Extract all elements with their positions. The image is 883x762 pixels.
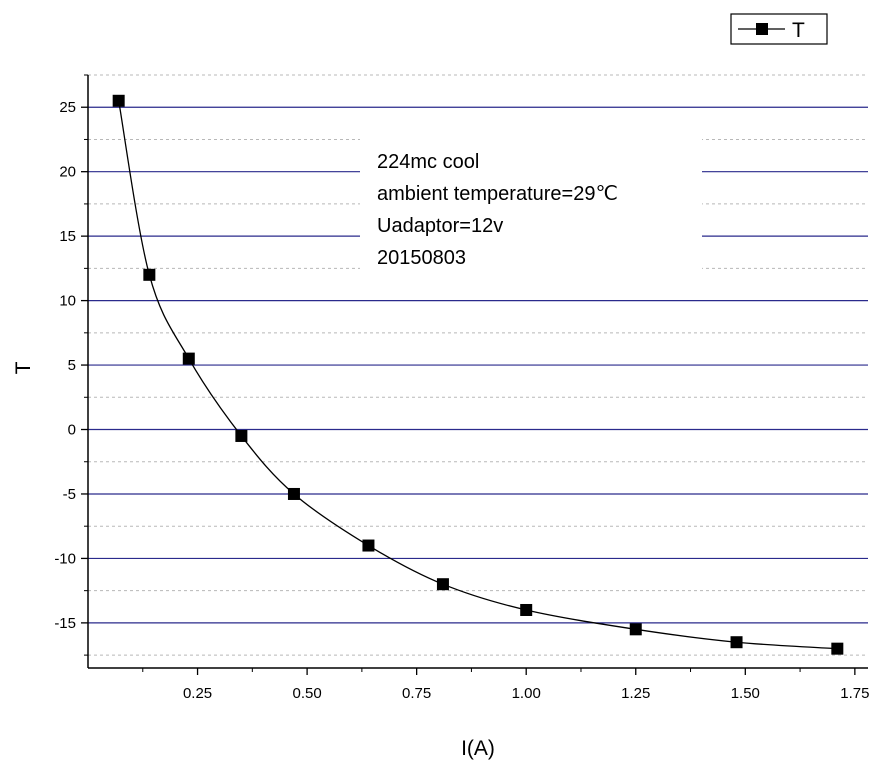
y-tick-label: 25 [59, 99, 76, 116]
y-tick-label: 15 [59, 228, 76, 245]
y-tick-label: -15 [54, 615, 76, 632]
major-gridlines [88, 106, 868, 624]
y-tick-label: 0 [68, 422, 76, 439]
data-point [362, 539, 375, 552]
x-tick-label: 1.00 [512, 685, 541, 702]
legend: T [730, 13, 828, 45]
y-tick-label: -5 [63, 486, 76, 503]
x-tick-label: 0.25 [183, 685, 212, 702]
legend-label: T [792, 19, 805, 42]
data-point [143, 268, 156, 281]
x-tick-label: 1.50 [731, 685, 760, 702]
annotation-line: 224mc cool [377, 151, 479, 173]
y-axis-title: T [12, 361, 35, 374]
data-point [235, 429, 248, 442]
x-axis-ticks: 0.25 0.50 0.75 1.00 1.25 1.50 1.75 [142, 668, 869, 702]
y-tick-label: 5 [68, 357, 76, 374]
axes [87, 75, 868, 669]
y-tick-label: 20 [59, 164, 76, 181]
annotation: 224mc cool ambient temperature=29℃ Uadapto… [377, 151, 618, 269]
y-axis-ticks: 25 20 15 10 5 0 -5 -10 -15 [54, 74, 88, 656]
x-tick-label: 1.75 [840, 685, 869, 702]
data-point [112, 94, 125, 107]
annotation-line: ambient temperature=29℃ [377, 183, 618, 205]
data-point [520, 603, 533, 616]
data-point [730, 636, 743, 649]
y-tick-label: -10 [54, 550, 76, 567]
x-tick-label: 0.75 [402, 685, 431, 702]
series-group [112, 94, 844, 655]
annotation-line: Uadaptor=12v [377, 215, 503, 237]
legend-marker [756, 23, 768, 35]
annotation-background [360, 138, 702, 273]
data-point [287, 487, 300, 500]
y-tick-label: 10 [59, 293, 76, 310]
annotation-line: 20150803 [377, 247, 466, 269]
x-tick-label: 1.25 [621, 685, 650, 702]
data-point [182, 352, 195, 365]
data-point [831, 642, 844, 655]
data-point [629, 623, 642, 636]
x-tick-label: 0.50 [292, 685, 321, 702]
x-axis-title: I(A) [461, 737, 495, 760]
data-point [436, 578, 449, 591]
